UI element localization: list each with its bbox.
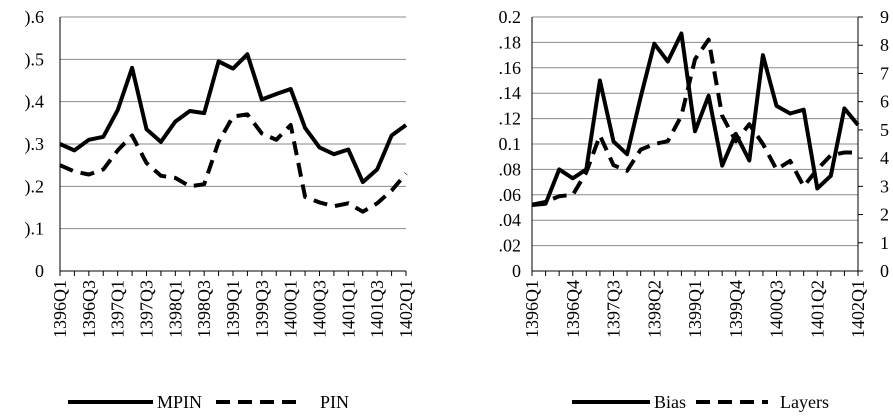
y-tick-label: .16: [499, 58, 522, 78]
series-line-mpin: [59, 52, 408, 185]
y-tick-label: .18: [499, 32, 522, 52]
y-tick-label: .06: [499, 185, 522, 205]
y2-tick-label: 3: [880, 176, 889, 196]
legend-label-pin: PIN: [320, 392, 349, 412]
y-tick-label: 0.1: [499, 134, 522, 154]
x-tick-label: 1399Q4: [726, 280, 746, 338]
y-tick-label: ).2: [25, 176, 45, 197]
x-tick-label: 1400Q3: [767, 280, 787, 338]
x-tick-label: 1399Q1: [223, 280, 243, 338]
chart-bias-layers: 0 .02 .04 .06 .08 0.1 .12 .14 .16 .18 0.2 0 1 2 3 4 5 6 7 8…: [499, 7, 890, 412]
x-tick-label: 1398Q3: [194, 280, 214, 338]
y-tick-label: ).6: [25, 7, 45, 28]
x-tick-label: 1397Q3: [137, 280, 157, 338]
x-tick-label: 1396Q1: [522, 280, 542, 338]
x-tick-label: 1398Q1: [165, 280, 185, 338]
y-tick-label: ).3: [25, 134, 45, 155]
y2-tick-label: 5: [880, 120, 889, 140]
chart-mpin-pin: 0 ).1 ).2 ).3 ).4 ).5 ).6 1396Q1 1396Q3 1397Q1 139…: [25, 7, 417, 412]
y2-tick-label: 2: [880, 205, 889, 225]
y2-tick-label: 1: [880, 233, 889, 253]
y-tick-label: ).4: [25, 92, 45, 113]
x-tick-label: 1401Q3: [367, 280, 387, 338]
y-tick-label: .02: [499, 236, 522, 256]
y-tick-label: 0.2: [499, 7, 522, 27]
y2-tick-label: 4: [880, 148, 889, 168]
series-line-pin: [59, 112, 408, 214]
y-tick-label: .04: [499, 210, 522, 230]
x-tick-label: 1402Q1: [848, 280, 868, 338]
y-tick-label: 0: [35, 261, 44, 281]
legend-label-bias: Bias: [654, 392, 686, 412]
series-line-layers: [531, 37, 858, 207]
x-tick-label: 1401Q2: [807, 280, 827, 338]
x-tick-label: 1397Q1: [108, 280, 128, 338]
x-tick-label: 1396Q4: [563, 280, 583, 338]
legend-label-mpin: MPIN: [157, 392, 202, 412]
x-tick-label: 1401Q1: [338, 280, 358, 338]
x-tick-label: 1398Q2: [644, 280, 664, 338]
y2-tick-label: 9: [880, 7, 889, 27]
x-tick-label: 1397Q3: [604, 280, 624, 338]
y-tick-label: 0: [512, 261, 521, 281]
y-tick-label: ).5: [25, 49, 45, 70]
x-tick-label: 1396Q1: [50, 280, 70, 338]
x-tick-label: 1399Q1: [685, 280, 705, 338]
y-tick-label: .08: [499, 159, 522, 179]
y2-tick-label: 8: [880, 35, 889, 55]
y2-tick-label: 0: [880, 261, 889, 281]
legend-label-layers: Layers: [780, 392, 829, 412]
x-tick-label: 1396Q3: [79, 280, 99, 338]
y-tick-label: .14: [499, 83, 522, 103]
y2-tick-label: 6: [880, 92, 889, 112]
x-tick-label: 1400Q3: [310, 280, 330, 338]
x-tick-label: 1402Q1: [396, 280, 416, 338]
y-tick-label: .12: [499, 109, 522, 129]
x-tick-label: 1399Q3: [252, 280, 272, 338]
y-tick-label: ).1: [25, 219, 45, 240]
x-tick-label: 1400Q1: [281, 280, 301, 338]
y2-tick-label: 7: [880, 63, 889, 83]
